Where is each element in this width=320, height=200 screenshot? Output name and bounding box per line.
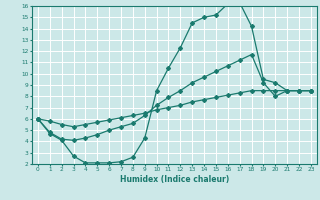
X-axis label: Humidex (Indice chaleur): Humidex (Indice chaleur) (120, 175, 229, 184)
